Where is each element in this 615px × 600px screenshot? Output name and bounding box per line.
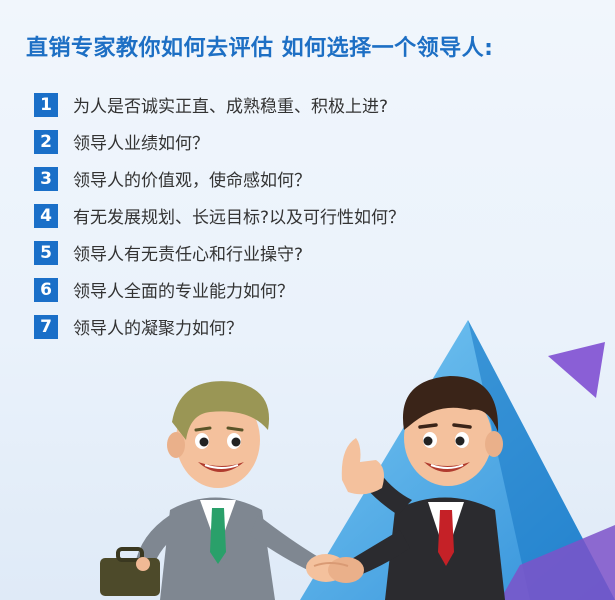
page-title: 直销专家教你如何去评估 如何选择一个领导人: xyxy=(26,36,494,61)
number-badge: 4 xyxy=(34,203,58,228)
number-badge: 5 xyxy=(34,240,58,265)
number-badge: 7 xyxy=(34,314,58,339)
list-item-text: 领导人全面的专业能力如何？ xyxy=(73,282,294,302)
list-item: 5 领导人有无责任心和行业操守? xyxy=(34,234,405,271)
list-item: 4 有无发展规划、长远目标?以及可行性如何？ xyxy=(34,197,405,234)
list-item-text: 有无发展规划、长远目标?以及可行性如何？ xyxy=(73,208,406,228)
list-item-text: 领导人业绩如何？ xyxy=(73,134,209,154)
evaluation-list: 1 为人是否诚实正直、成熟稳重、积极上进? 2 领导人业绩如何？ 3 领导人的价… xyxy=(34,86,405,345)
list-item: 6 领导人全面的专业能力如何？ xyxy=(34,271,405,308)
list-item: 3 领导人的价值观，使命感如何？ xyxy=(34,160,405,197)
blue-triangle-shadow-shape xyxy=(468,320,615,600)
purple-stripes-shape xyxy=(500,525,615,600)
handshake-icon xyxy=(306,554,364,583)
number-badge: 6 xyxy=(34,277,58,302)
list-item-text: 领导人有无责任心和行业操守? xyxy=(73,245,304,265)
list-item: 7 领导人的凝聚力如何？ xyxy=(34,308,405,345)
number-badge: 3 xyxy=(34,166,58,191)
purple-triangle-shape xyxy=(548,342,605,398)
left-businessman-figure xyxy=(100,381,320,600)
list-item-text: 领导人的凝聚力如何？ xyxy=(73,319,243,339)
list-item: 2 领导人业绩如何？ xyxy=(34,123,405,160)
number-badge: 1 xyxy=(34,92,58,117)
list-item-text: 为人是否诚实正直、成熟稳重、积极上进? xyxy=(73,97,389,117)
list-item: 1 为人是否诚实正直、成熟稳重、积极上进? xyxy=(34,86,405,123)
number-badge: 2 xyxy=(34,129,58,154)
right-businessman-figure xyxy=(341,376,505,600)
handshake-illustration xyxy=(100,320,615,600)
list-item-text: 领导人的价值观，使命感如何？ xyxy=(73,171,311,191)
